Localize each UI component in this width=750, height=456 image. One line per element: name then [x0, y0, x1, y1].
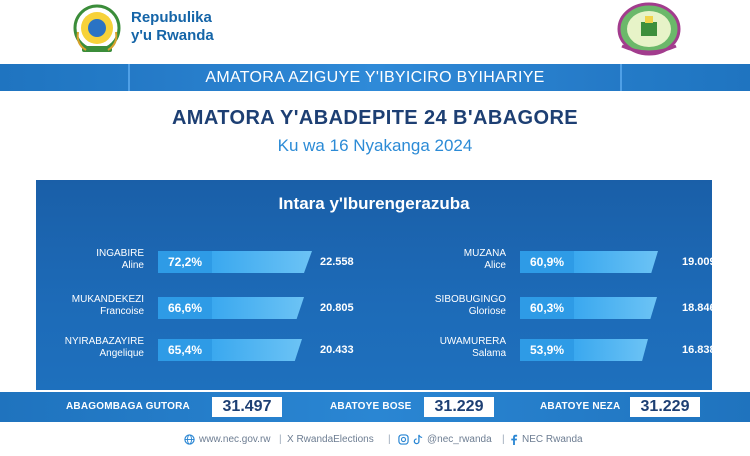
- candidate-given-name: Alice: [484, 260, 506, 271]
- globe-icon: [184, 434, 195, 445]
- candidate-votes: 19.009: [682, 256, 716, 268]
- candidate-votes: 22.558: [320, 256, 354, 268]
- stats-strip: ABAGOMBAGA GUTORA 31.497 ABATOYE BOSE 31…: [0, 392, 750, 422]
- footer-separator: |: [279, 434, 282, 445]
- candidate-name: MUZANA Alice: [464, 248, 506, 272]
- candidate-name: NYIRABAZAYIRE Angelique: [65, 336, 144, 360]
- candidate-bar-track: [212, 251, 312, 273]
- candidate-surname: MUKANDEKEZI: [71, 294, 144, 305]
- total-voted-value: 31.229: [424, 397, 494, 417]
- candidate-given-name: Francoise: [100, 306, 144, 317]
- candidate-bar: [574, 297, 657, 319]
- tiktok-icon: [413, 434, 423, 445]
- candidate-bar: [212, 297, 304, 319]
- candidate-percent: 60,9%: [520, 251, 574, 273]
- candidate-surname: NYIRABAZAYIRE: [64, 336, 144, 347]
- candidate-bar-track: [212, 297, 312, 319]
- candidate-bar-track: [574, 297, 674, 319]
- rwanda-coat-of-arms-icon: [73, 4, 121, 52]
- eligible-voters-value: 31.497: [212, 397, 282, 417]
- banner-text: AMATORA AZIGUYE Y'IBYICIRO BYIHARIYE: [128, 64, 622, 91]
- candidate-bar-track: [212, 339, 312, 361]
- valid-votes-value: 31.229: [630, 397, 700, 417]
- candidate-votes: 20.805: [320, 302, 354, 314]
- government-name: Repubulika y'u Rwanda: [131, 9, 214, 45]
- header: Repubulika y'u Rwanda: [0, 0, 750, 62]
- footer: www.nec.gov.rw | X RwandaElections | @ne…: [0, 430, 750, 452]
- candidate-bar-track: [574, 339, 674, 361]
- candidate-bar: [574, 339, 648, 361]
- social-handle-text: @nec_rwanda: [427, 434, 492, 445]
- region-title: Intara y'Iburengerazuba: [278, 194, 470, 213]
- candidate-surname: INGABIRE: [96, 248, 144, 259]
- page-subtitle: Ku wa 16 Nyakanga 2024: [277, 136, 473, 155]
- valid-votes-label: ABATOYE NEZA: [540, 401, 621, 412]
- footer-social-handle[interactable]: @nec_rwanda: [398, 434, 492, 445]
- instagram-icon: [398, 434, 409, 445]
- candidate-percent: 53,9%: [520, 339, 574, 361]
- government-name-line2: y'u Rwanda: [131, 27, 214, 44]
- candidate-votes: 20.433: [320, 344, 354, 356]
- candidate-bar: [212, 339, 302, 361]
- facebook-text: NEC Rwanda: [522, 434, 583, 445]
- x-handle-text: X RwandaElections: [287, 434, 374, 445]
- nec-emblem-icon: [617, 2, 681, 56]
- total-voted-label: ABATOYE BOSE: [330, 401, 412, 412]
- candidate-percent: 65,4%: [158, 339, 212, 361]
- footer-website[interactable]: www.nec.gov.rw: [184, 434, 271, 445]
- candidate-bar: [212, 251, 312, 273]
- website-text: www.nec.gov.rw: [199, 434, 271, 445]
- footer-x-handle[interactable]: X RwandaElections: [287, 434, 374, 445]
- results-panel: Intara y'Iburengerazuba INGABIRE Aline 7…: [36, 180, 716, 390]
- candidate-name: UWAMURERA Salama: [440, 336, 506, 360]
- candidate-given-name: Angelique: [99, 348, 144, 359]
- candidate-name: INGABIRE Aline: [96, 248, 144, 272]
- candidate-given-name: Aline: [121, 260, 144, 271]
- candidate-surname: UWAMURERA: [439, 336, 506, 347]
- candidate-name: SIBOBUGINGO Gloriose: [435, 294, 506, 318]
- candidate-surname: SIBOBUGINGO: [434, 294, 506, 305]
- facebook-icon: [511, 434, 518, 445]
- candidate-name: MUKANDEKEZI Francoise: [72, 294, 144, 318]
- candidate-bar-track: [574, 251, 674, 273]
- footer-separator: |: [502, 434, 505, 445]
- eligible-voters-label: ABAGOMBAGA GUTORA: [66, 401, 190, 412]
- candidate-given-name: Gloriose: [468, 306, 506, 317]
- candidate-given-name: Salama: [472, 348, 506, 359]
- footer-separator: |: [388, 434, 391, 445]
- candidate-surname: MUZANA: [463, 248, 506, 259]
- footer-facebook[interactable]: NEC Rwanda: [510, 434, 583, 445]
- page-title: AMATORA Y'ABADEPITE 24 B'ABAGORE: [171, 107, 579, 129]
- candidate-bar: [574, 251, 658, 273]
- candidate-votes: 16.838: [682, 344, 716, 356]
- candidate-percent: 66,6%: [158, 297, 212, 319]
- candidate-percent: 72,2%: [158, 251, 212, 273]
- government-name-line1: Repubulika: [131, 9, 212, 26]
- candidate-percent: 60,3%: [520, 297, 574, 319]
- candidate-votes: 18.846: [682, 302, 716, 314]
- top-banner: AMATORA AZIGUYE Y'IBYICIRO BYIHARIYE: [0, 64, 750, 91]
